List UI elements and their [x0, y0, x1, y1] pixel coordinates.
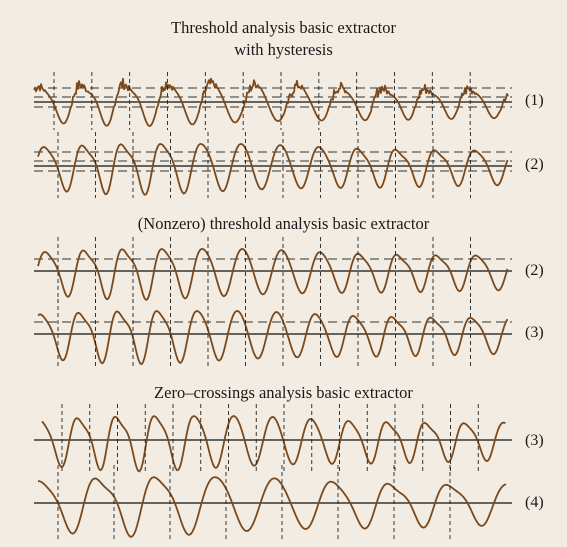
- trace-label: (1): [525, 92, 544, 109]
- waveform-trace: [37, 476, 507, 538]
- section-title-zero-crossings: Zero–crossings analysis basic extractor: [154, 383, 413, 402]
- trace-label: (4): [525, 494, 544, 511]
- section-title-hysteresis-line2: with hysteresis: [234, 40, 333, 59]
- section-title-hysteresis-line1: Threshold analysis basic extractor: [171, 18, 396, 37]
- waveform-trace: [33, 77, 509, 127]
- waveform-trace: [37, 248, 509, 301]
- waveform-trace: [41, 415, 506, 473]
- section-title-nonzero-threshold: (Nonzero) threshold analysis basic extra…: [137, 214, 430, 233]
- waveform-trace: [37, 143, 509, 196]
- trace-label: (3): [525, 324, 544, 341]
- trace-label: (2): [525, 156, 544, 173]
- trace-label: (3): [525, 432, 544, 449]
- waveform-trace: [37, 310, 509, 366]
- trace-label: (2): [525, 262, 544, 279]
